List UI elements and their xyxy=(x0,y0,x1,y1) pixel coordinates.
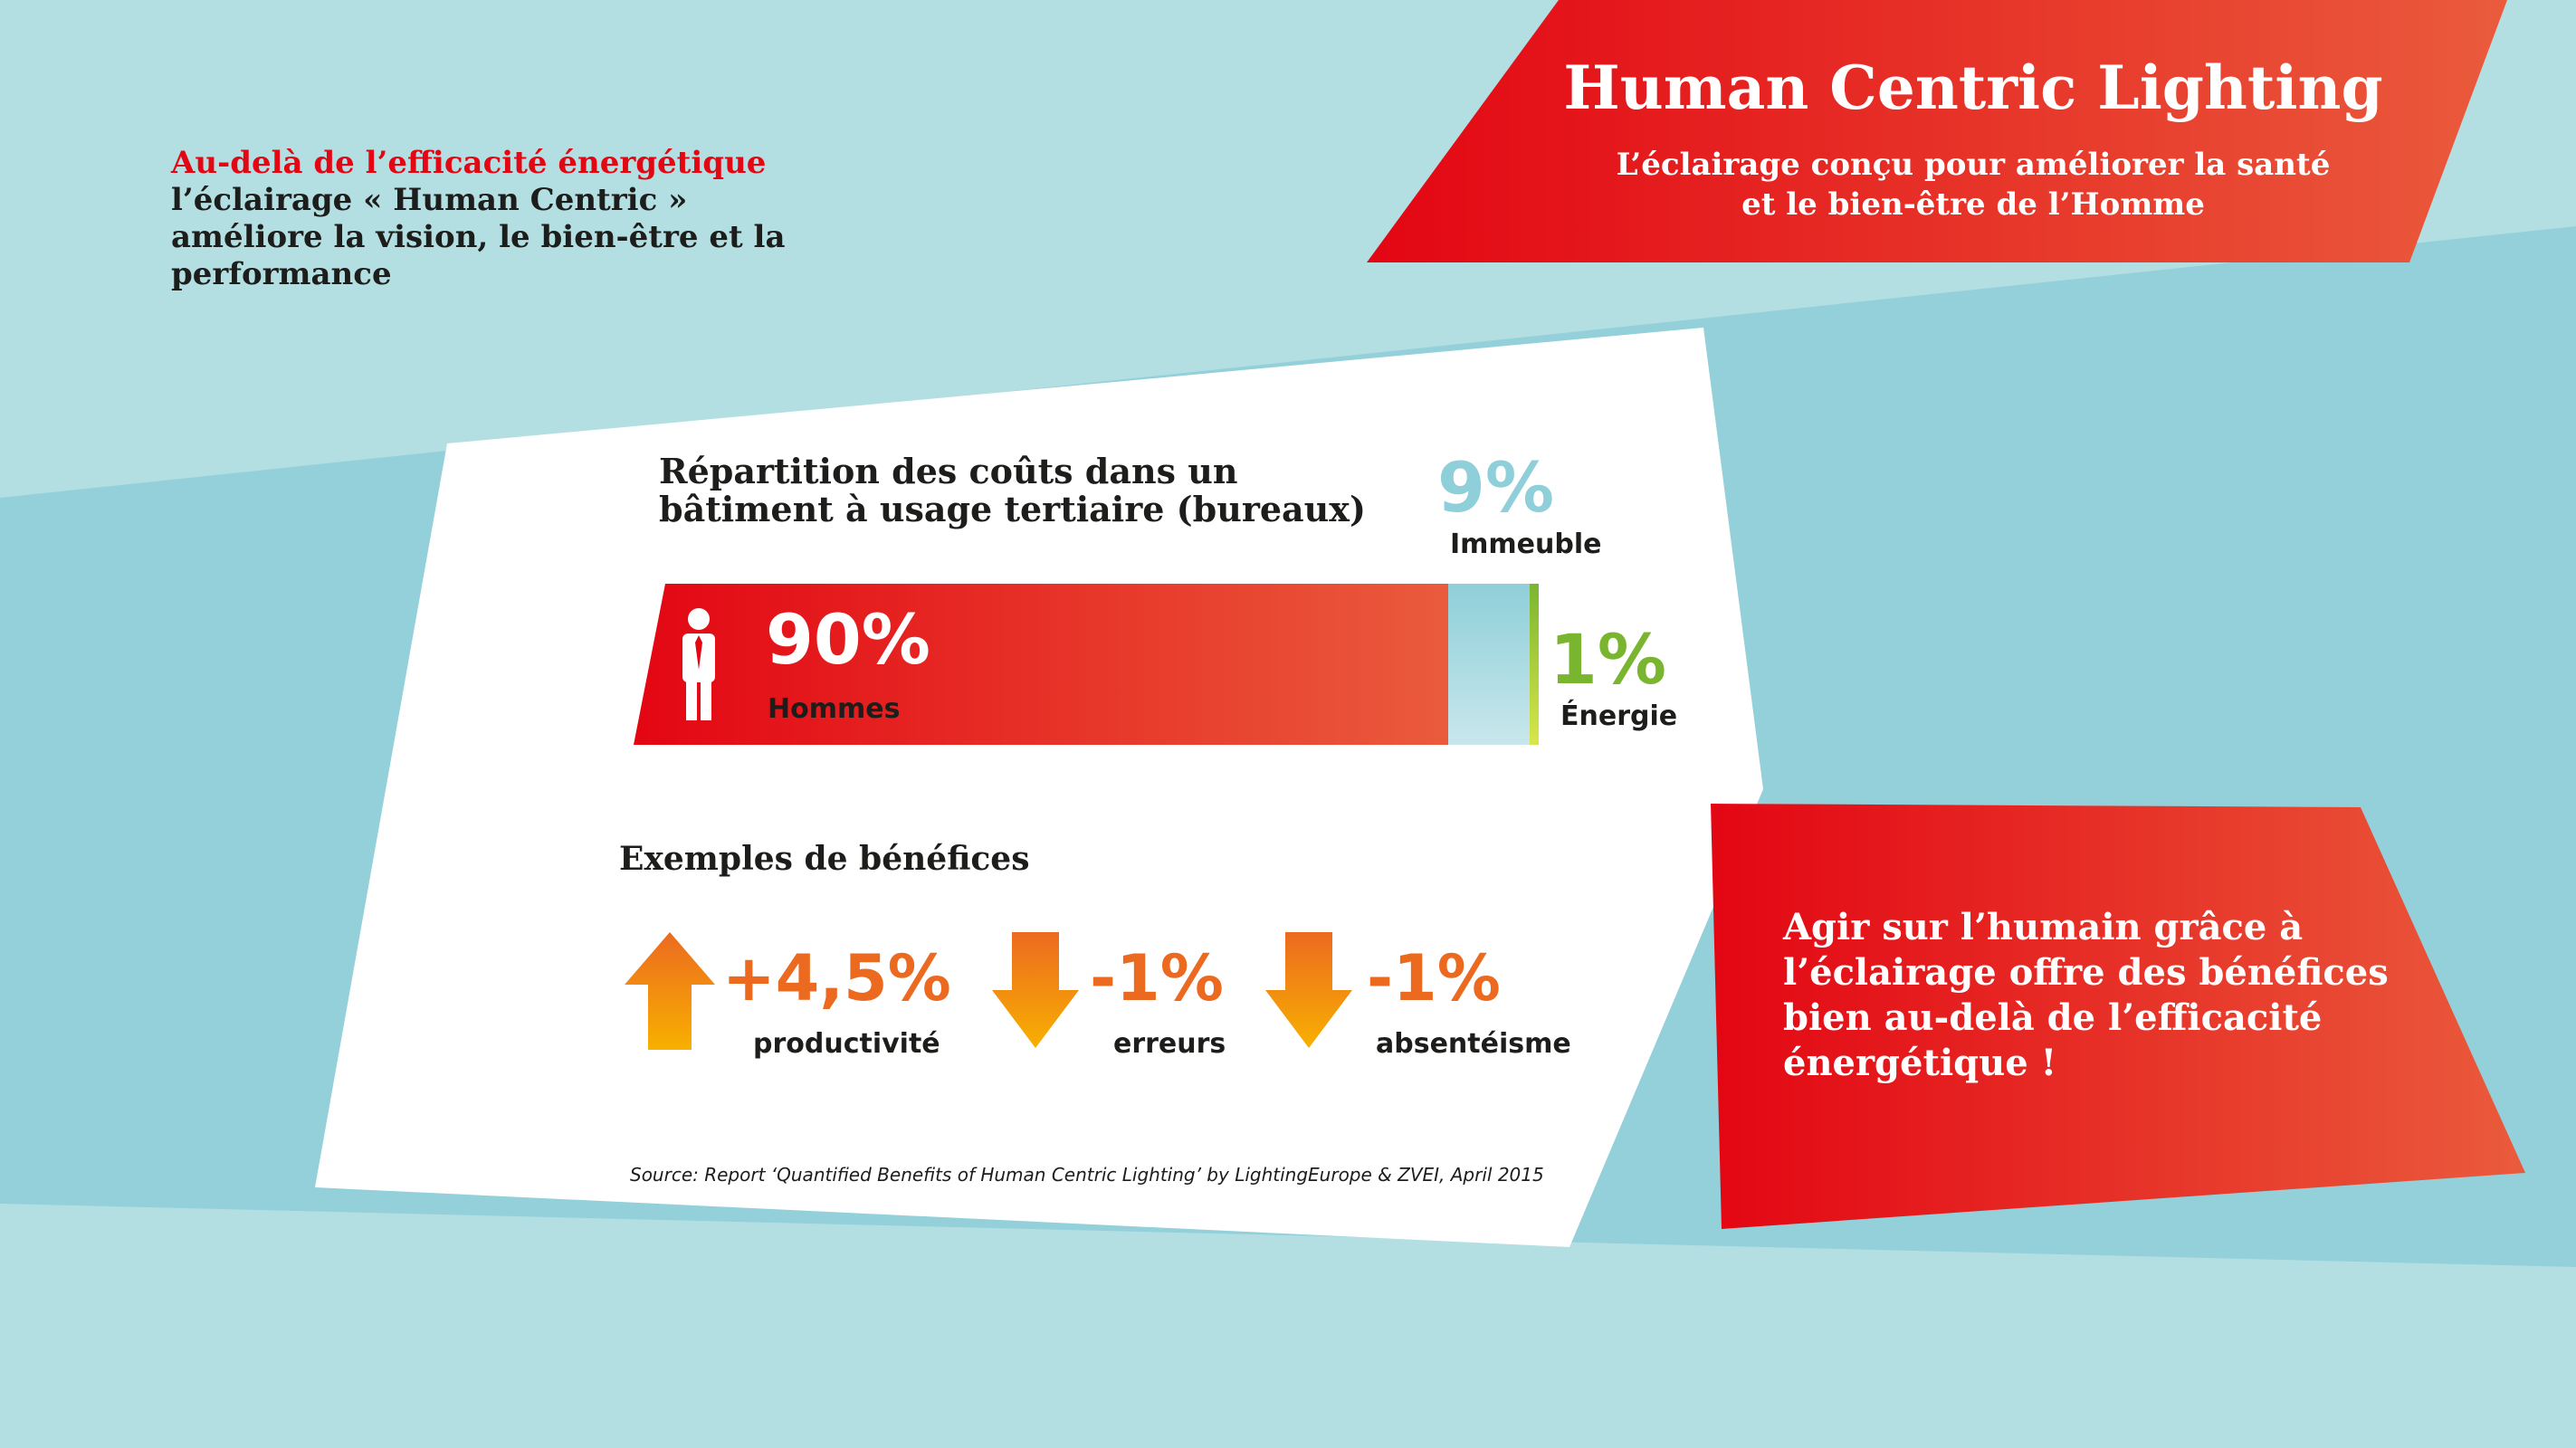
businessman-icon xyxy=(682,608,715,720)
energie-label: Énergie xyxy=(1560,700,1678,732)
benefits-title: Exemples de bénéfices xyxy=(619,840,1030,878)
subtitle-line-1: L’éclairage conçu pour améliorer la sant… xyxy=(1616,147,2331,183)
arrow-up-icon xyxy=(625,932,715,1050)
subtitle-line-2: et le bien-être de l’Homme xyxy=(1741,186,2205,223)
bar-segment-hommes xyxy=(634,584,1448,745)
benefit-label-absenteisme: absentéisme xyxy=(1376,1028,1571,1060)
page-title: Human Centric Lighting xyxy=(1563,52,2383,123)
immeuble-percent: 9% xyxy=(1437,447,1555,528)
arrow-down-icon xyxy=(992,932,1079,1048)
source-note: Source: Report ‘Quantified Benefits of H… xyxy=(630,1164,1544,1186)
page-subtitle: L’éclairage conçu pour améliorer la sant… xyxy=(1539,145,2408,224)
immeuble-label: Immeuble xyxy=(1450,529,1602,560)
bar-segment-energie xyxy=(1530,584,1539,745)
hommes-label: Hommes xyxy=(768,693,901,725)
arrow-down-icon xyxy=(1265,932,1352,1048)
benefit-value-erreurs: -1% xyxy=(1090,941,1224,1015)
callout-text: Agir sur l’humain grâce à l’éclairage of… xyxy=(1783,906,2389,1084)
title-banner xyxy=(1367,0,2507,262)
hommes-percent: 90% xyxy=(766,599,930,680)
intro-rest: l’éclairage « Human Centric » améliore l… xyxy=(171,182,786,292)
benefit-value-productivite: +4,5% xyxy=(722,941,951,1015)
benefit-label-erreurs: erreurs xyxy=(1113,1028,1226,1060)
benefit-value-absenteisme: -1% xyxy=(1367,941,1501,1015)
benefit-label-productivite: productivité xyxy=(753,1028,940,1060)
energie-percent: 1% xyxy=(1550,619,1667,700)
chart-title: Répartition des coûts dans un bâtiment à… xyxy=(659,451,1366,529)
bar-segment-immeuble xyxy=(1448,584,1530,745)
intro-lead: Au-delà de l’efficacité énergétique xyxy=(171,145,767,181)
callout-banner xyxy=(1711,804,2525,1229)
cost-bar-chart xyxy=(634,584,1539,745)
intro-text: Au-delà de l’efficacité énergétique l’éc… xyxy=(171,145,805,293)
